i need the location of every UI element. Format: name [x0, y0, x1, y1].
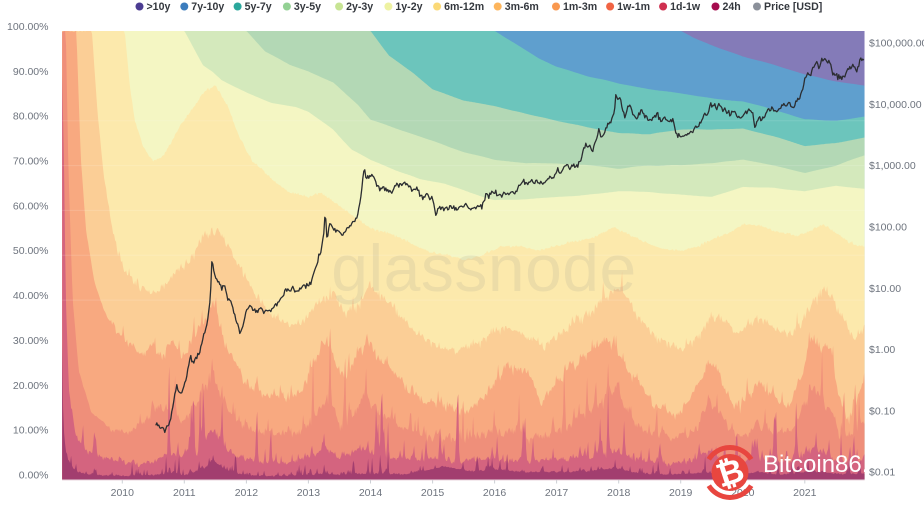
svg-text:2014: 2014 [359, 487, 383, 499]
svg-text:6m-12m: 6m-12m [444, 1, 484, 13]
svg-text:90.00%: 90.00% [13, 66, 49, 78]
svg-text:3m-6m: 3m-6m [505, 1, 539, 13]
svg-text:60.00%: 60.00% [13, 200, 49, 212]
svg-text:2013: 2013 [297, 487, 321, 499]
svg-text:$10.00: $10.00 [869, 283, 901, 295]
svg-text:$10,000.00: $10,000.00 [869, 99, 922, 111]
svg-text:2y-3y: 2y-3y [346, 1, 373, 13]
svg-text:80.00%: 80.00% [13, 111, 49, 123]
svg-text:10.00%: 10.00% [13, 425, 49, 437]
svg-text:1w-1m: 1w-1m [617, 1, 650, 13]
svg-text:100.00%: 100.00% [7, 21, 48, 33]
svg-text:>10y: >10y [147, 1, 171, 13]
svg-text:2016: 2016 [483, 487, 507, 499]
svg-text:$1.00: $1.00 [869, 344, 895, 356]
svg-text:2010: 2010 [111, 487, 135, 499]
svg-text:2012: 2012 [235, 487, 259, 499]
svg-text:70.00%: 70.00% [13, 156, 49, 168]
svg-text:2019: 2019 [669, 487, 693, 499]
svg-text:2015: 2015 [421, 487, 445, 499]
svg-text:2018: 2018 [607, 487, 631, 499]
svg-text:2021: 2021 [793, 487, 817, 499]
svg-text:30.00%: 30.00% [13, 335, 49, 347]
svg-text:Price [USD]: Price [USD] [764, 1, 822, 13]
svg-text:1m-3m: 1m-3m [563, 1, 597, 13]
svg-text:2011: 2011 [173, 487, 196, 499]
svg-text:$0.01: $0.01 [869, 467, 895, 479]
svg-text:1d-1w: 1d-1w [670, 1, 701, 13]
svg-text:Bitcoin86.: Bitcoin86. [763, 451, 868, 478]
svg-text:1y-2y: 1y-2y [395, 1, 422, 13]
svg-text:$1,000.00: $1,000.00 [869, 160, 916, 172]
svg-text:20.00%: 20.00% [13, 380, 49, 392]
svg-text:$100.00: $100.00 [869, 222, 907, 234]
svg-text:40.00%: 40.00% [13, 290, 49, 302]
svg-text:5y-7y: 5y-7y [245, 1, 272, 13]
svg-text:0.00%: 0.00% [19, 470, 49, 482]
svg-text:glassnode: glassnode [331, 231, 636, 305]
svg-text:$0.10: $0.10 [869, 405, 895, 417]
svg-text:50.00%: 50.00% [13, 245, 49, 257]
svg-text:$100,000.00: $100,000.00 [869, 38, 924, 50]
svg-text:2017: 2017 [545, 487, 569, 499]
svg-text:7y-10y: 7y-10y [191, 1, 224, 13]
svg-text:3y-5y: 3y-5y [294, 1, 321, 13]
svg-text:24h: 24h [723, 1, 741, 13]
